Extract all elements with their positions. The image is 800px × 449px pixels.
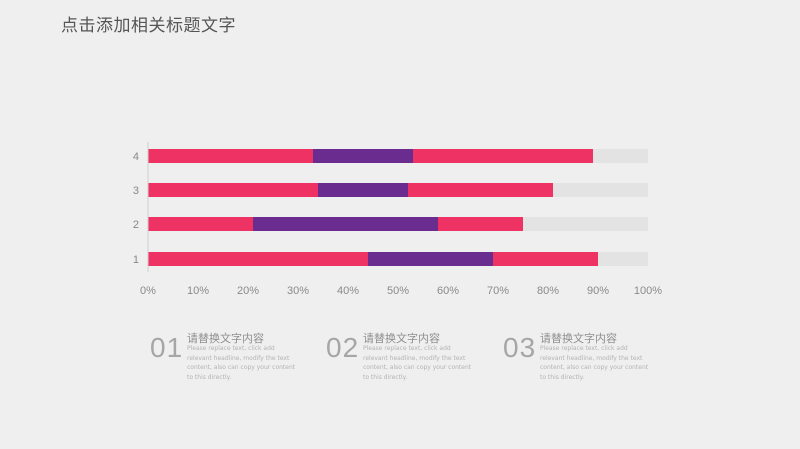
x-tick-label: 60%: [437, 285, 459, 297]
info-body: Please replace text, click add relevant …: [363, 345, 472, 381]
bar-segment-cat1-series1: [148, 252, 368, 266]
bar-segment-cat2-series2: [253, 217, 438, 231]
page-title: 点击添加相关标题文字: [61, 16, 236, 36]
x-tick-label: 50%: [387, 285, 409, 297]
y-tick-label: 2: [133, 219, 139, 231]
x-tick-label: 30%: [287, 285, 309, 297]
info-body: Please replace text, click add relevant …: [187, 345, 296, 381]
info-block-3: 03 请替换文字内容 Please replace text, click ad…: [503, 330, 673, 381]
info-heading: 请替换文字内容: [187, 332, 264, 345]
x-tick-label: 100%: [634, 285, 662, 297]
bar-segment-cat1-series2: [368, 252, 493, 266]
bar-segment-cat3-series4: [553, 183, 648, 197]
bar-segment-cat3-series2: [318, 183, 408, 197]
bar-segment-cat1-series3: [493, 252, 598, 266]
x-tick-label: 70%: [487, 285, 509, 297]
info-heading: 请替换文字内容: [363, 332, 440, 345]
info-number: 02: [326, 332, 360, 363]
bar-segment-cat4-series2: [313, 149, 413, 163]
info-number: 03: [503, 332, 537, 363]
bar-segment-cat2-series1: [148, 217, 253, 231]
y-tick-label: 3: [133, 185, 139, 197]
bars-group: [148, 149, 648, 266]
x-tick-label: 40%: [337, 285, 359, 297]
x-tick-label: 10%: [187, 285, 209, 297]
info-heading: 请替换文字内容: [540, 332, 617, 345]
bar-segment-cat4-series1: [148, 149, 313, 163]
bar-segment-cat1-series4: [598, 252, 648, 266]
bar-segment-cat3-series1: [148, 183, 318, 197]
info-block-1: 01 请替换文字内容 Please replace text, click ad…: [150, 330, 320, 381]
x-tick-label: 80%: [537, 285, 559, 297]
x-tick-label: 20%: [237, 285, 259, 297]
x-tick-label: 90%: [587, 285, 609, 297]
y-tick-labels: 1 2 3 4: [133, 151, 139, 266]
y-tick-label: 1: [133, 254, 139, 266]
x-tick-labels: 0% 10% 20% 30% 40% 50% 60% 70% 80% 90% 100%: [140, 285, 662, 297]
info-block-2: 02 请替换文字内容 Please replace text, click ad…: [326, 330, 496, 381]
bar-segment-cat4-series4: [593, 149, 648, 163]
bar-segment-cat2-series4: [523, 217, 648, 231]
bar-segment-cat3-series3: [408, 183, 553, 197]
x-tick-label: 0%: [140, 285, 156, 297]
info-body: Please replace text, click add relevant …: [540, 345, 649, 381]
bar-segment-cat4-series3: [413, 149, 593, 163]
bar-segment-cat2-series3: [438, 217, 523, 231]
info-number: 01: [150, 332, 184, 363]
y-tick-label: 4: [133, 151, 139, 163]
